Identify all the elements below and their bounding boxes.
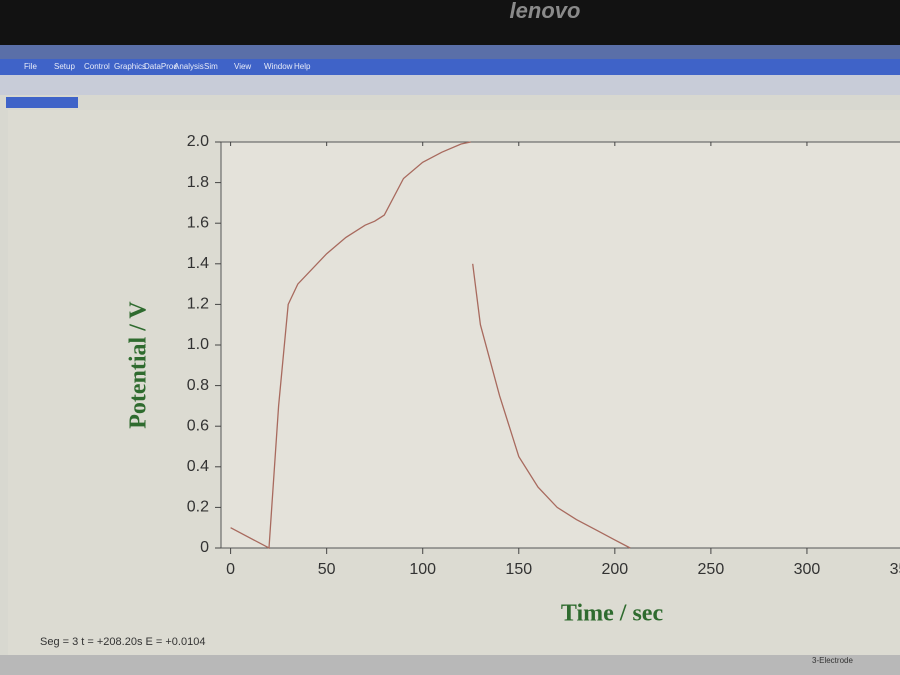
title-bar bbox=[0, 45, 900, 59]
y-tick-label: 1.4 bbox=[187, 255, 209, 272]
menu-item[interactable]: Window bbox=[264, 62, 293, 71]
x-axis-label: Time / sec bbox=[561, 601, 664, 627]
menu-item[interactable]: View bbox=[234, 62, 251, 71]
y-tick-label: 1.6 bbox=[187, 214, 209, 231]
status-text: Seg = 3 t = +208.20s E = +0.0104 bbox=[40, 636, 205, 648]
y-tick-label: 1.8 bbox=[187, 174, 209, 191]
menu-item[interactable]: DataProc bbox=[144, 62, 177, 71]
x-tick-label: 350 bbox=[890, 561, 900, 578]
x-tick-label: 150 bbox=[505, 561, 532, 578]
y-tick-label: 0.4 bbox=[187, 458, 209, 475]
y-tick-label: 0.6 bbox=[187, 417, 209, 434]
y-tick-label: 0.2 bbox=[187, 499, 209, 516]
x-tick-label: 100 bbox=[409, 561, 436, 578]
y-axis-label: Potential / V bbox=[126, 301, 152, 429]
menu-item[interactable]: Control bbox=[84, 62, 110, 71]
x-tick-label: 50 bbox=[318, 561, 336, 578]
bezel bbox=[0, 0, 900, 45]
brand: lenovo bbox=[510, 0, 581, 23]
plot-area bbox=[220, 141, 900, 549]
x-tick-label: 250 bbox=[698, 561, 725, 578]
status-bar bbox=[0, 655, 900, 675]
y-tick-label: 0 bbox=[200, 539, 209, 556]
y-tick-label: 1.0 bbox=[187, 336, 209, 353]
x-tick-label: 300 bbox=[794, 561, 821, 578]
y-tick-label: 1.2 bbox=[187, 296, 209, 313]
menu-item[interactable]: Graphics bbox=[114, 62, 146, 71]
menu-item[interactable]: Help bbox=[294, 62, 311, 71]
data-line bbox=[230, 141, 631, 550]
y-tick-label: 0.8 bbox=[187, 377, 209, 394]
menu-item[interactable]: Analysis bbox=[174, 62, 204, 71]
menu: File Setup Control GraphicsDataProcAnalysis… bbox=[24, 62, 311, 71]
mode-text: 3-Electrode bbox=[812, 656, 853, 665]
y-tick-label: 2.0 bbox=[187, 133, 209, 150]
x-tick-label: 0 bbox=[226, 561, 235, 578]
menu-bar bbox=[0, 59, 900, 75]
tab[interactable] bbox=[6, 97, 78, 108]
menu-item[interactable]: Setup bbox=[54, 62, 75, 71]
menu-item[interactable]: File bbox=[24, 62, 37, 71]
menu-item[interactable]: Sim bbox=[204, 62, 218, 71]
x-tick-label: 200 bbox=[601, 561, 628, 578]
toolbar bbox=[0, 75, 900, 95]
